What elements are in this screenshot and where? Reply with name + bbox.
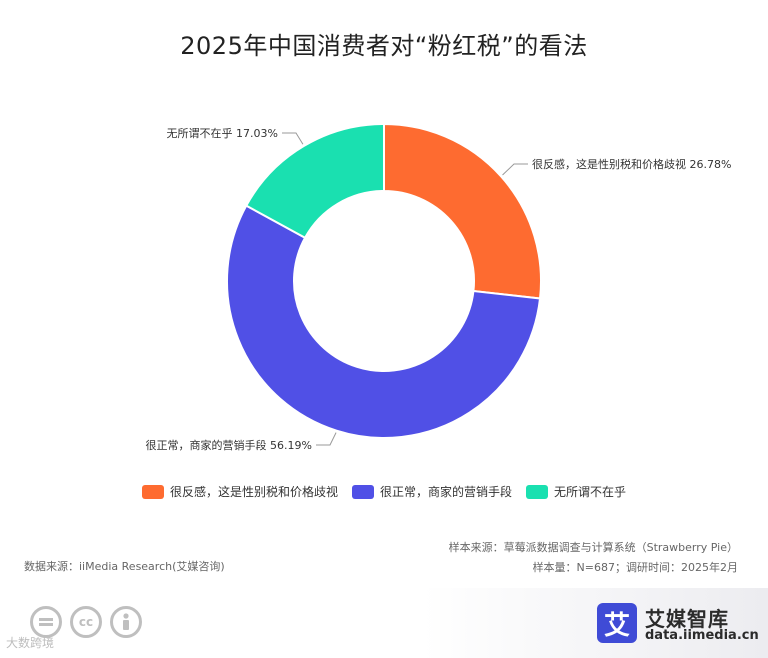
legend-item: 无所谓不在乎 — [526, 483, 626, 500]
data-label: 无所谓不在乎 17.03% — [167, 127, 278, 140]
leader-line — [502, 163, 528, 176]
legend-swatch — [526, 484, 548, 499]
person-icon — [110, 606, 142, 638]
equals-icon — [30, 606, 62, 638]
legend-label: 很反感，这是性别税和价格歧视 — [169, 485, 338, 499]
legend-swatch — [141, 484, 164, 499]
sample-size: 样本量：N=687；调研时间：2025年2月 — [532, 561, 738, 574]
brand-logo: 艾 — [597, 603, 637, 643]
data-label: 很反感，这是性别税和价格歧视 26.78% — [532, 157, 731, 171]
legend-label: 很正常，商家的营销手段 — [379, 485, 512, 499]
cc-icon: cc — [70, 606, 102, 638]
license-icons: cc — [30, 606, 142, 638]
donut-chart: 很反感，这是性别税和价格歧视 26.78% 很正常，商家的营销手段 56.19% 无… — [146, 122, 731, 452]
brand-url: data.iimedia.cn — [645, 628, 759, 643]
legend-item: 很正常，商家的营销手段 — [351, 483, 512, 500]
watermark: 大数跨境 — [6, 636, 55, 650]
legend-item: 很反感，这是性别税和价格歧视 — [141, 483, 338, 500]
pie-slice — [383, 122, 542, 300]
legend-label: 无所谓不在乎 — [554, 485, 627, 499]
data-label: 很正常，商家的营销手段 56.19% — [146, 438, 312, 452]
pie-slice — [244, 122, 385, 240]
pie-slice — [226, 204, 542, 439]
brand-name: 艾媒智库 — [645, 607, 729, 631]
legend-swatch — [351, 484, 374, 499]
leader-line — [316, 432, 337, 446]
data-source: 数据来源：iiMedia Research(艾媒咨询) — [24, 560, 225, 573]
sample-source: 样本来源：草莓派数据调查与计算系统（Strawberry Pie） — [448, 541, 738, 554]
chart-legend: 很反感，这是性别税和价格歧视 很正常，商家的营销手段 无所谓不在乎 — [0, 483, 768, 500]
leader-line — [282, 132, 304, 145]
chart-title: 2025年中国消费者对“粉红税”的看法 — [180, 32, 588, 60]
